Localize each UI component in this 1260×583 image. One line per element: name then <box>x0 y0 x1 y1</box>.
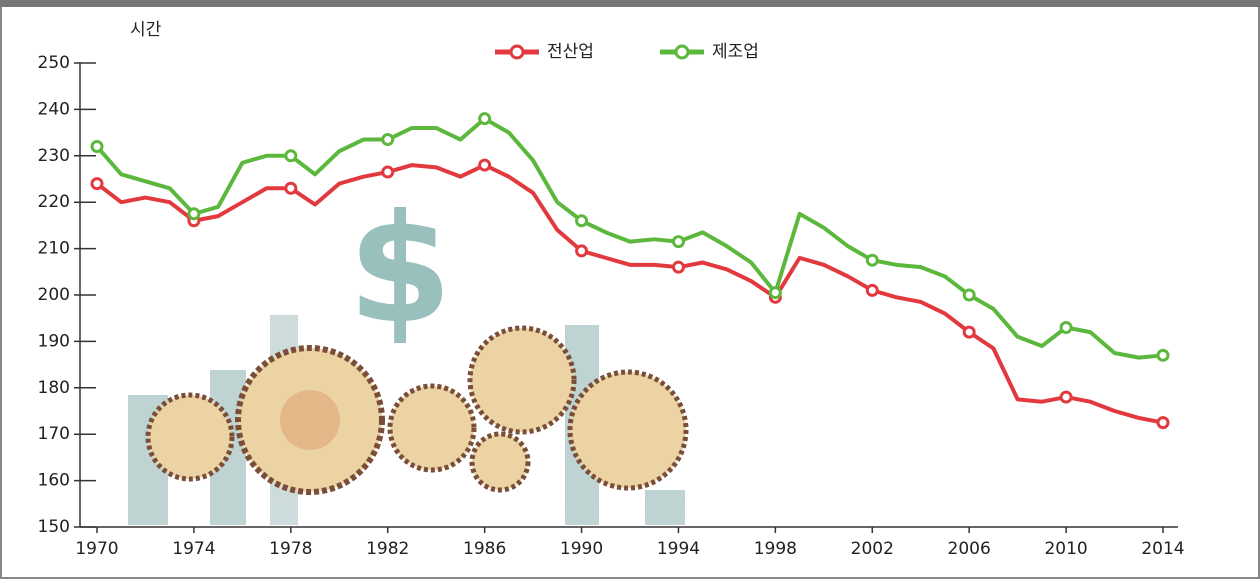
marker <box>189 209 199 219</box>
marker <box>383 167 393 177</box>
marker <box>286 183 296 193</box>
x-tick-label: 1998 <box>754 539 797 559</box>
frame <box>1 1 1259 578</box>
marker <box>577 246 587 256</box>
y-axis-label: 시간 <box>130 20 162 40</box>
marker <box>964 327 974 337</box>
y-tick-label: 210 <box>38 239 70 259</box>
legend-marker <box>511 46 523 58</box>
y-tick-label: 190 <box>38 331 70 351</box>
y-tick-label: 250 <box>38 53 70 73</box>
marker <box>383 135 393 145</box>
y-tick-label: 230 <box>38 146 70 166</box>
marker <box>673 237 683 247</box>
x-tick-label: 2006 <box>948 539 991 559</box>
dollar-sign: $ <box>348 183 452 357</box>
x-tick-label: 2014 <box>1141 539 1184 559</box>
y-tick-label: 170 <box>38 424 70 444</box>
marker <box>673 262 683 272</box>
marker <box>1061 392 1071 402</box>
y-tick-label: 180 <box>38 378 70 398</box>
marker <box>964 290 974 300</box>
marker <box>1158 418 1168 428</box>
marker <box>577 216 587 226</box>
x-tick-label: 1986 <box>463 539 506 559</box>
marker <box>480 160 490 170</box>
y-tick-label: 200 <box>38 285 70 305</box>
marker <box>867 285 877 295</box>
marker <box>1061 322 1071 332</box>
y-tick-label: 240 <box>38 99 70 119</box>
x-tick-label: 1982 <box>366 539 409 559</box>
marker <box>1158 350 1168 360</box>
marker <box>867 255 877 265</box>
y-tick-label: 160 <box>38 471 70 491</box>
marker <box>286 151 296 161</box>
y-tick-label: 220 <box>38 192 70 212</box>
x-tick-label: 1978 <box>269 539 312 559</box>
legend-label: 전산업 <box>547 42 594 62</box>
marker <box>770 288 780 298</box>
legend-label: 제조업 <box>712 42 759 62</box>
y-tick-label: 150 <box>38 517 70 537</box>
marker <box>92 142 102 152</box>
x-tick-label: 2002 <box>851 539 894 559</box>
legend-marker <box>676 46 688 58</box>
x-tick-label: 1994 <box>657 539 700 559</box>
x-tick-label: 1970 <box>75 539 118 559</box>
x-tick-label: 1990 <box>560 539 603 559</box>
x-tick-label: 2010 <box>1044 539 1087 559</box>
top-bar <box>0 0 1260 7</box>
x-tick-label: 1974 <box>172 539 215 559</box>
marker <box>480 114 490 124</box>
chart: $ 시간 150 160 170 180 190 200 210 220 230 240 250 19… <box>0 0 1260 579</box>
marker <box>92 179 102 189</box>
